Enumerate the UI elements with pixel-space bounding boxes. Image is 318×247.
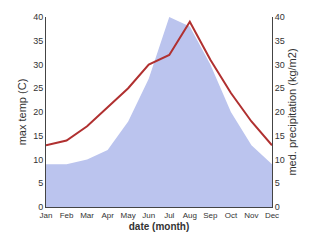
svg-text:5: 5 bbox=[38, 178, 43, 188]
svg-text:Aug: Aug bbox=[183, 211, 197, 220]
svg-text:Oct: Oct bbox=[225, 211, 238, 220]
svg-text:Jun: Jun bbox=[142, 211, 155, 220]
svg-text:Nov: Nov bbox=[244, 211, 258, 220]
svg-text:30: 30 bbox=[33, 60, 43, 70]
svg-text:5: 5 bbox=[275, 178, 280, 188]
svg-text:Sep: Sep bbox=[203, 211, 218, 220]
svg-text:0: 0 bbox=[38, 202, 43, 212]
svg-text:15: 15 bbox=[275, 131, 285, 141]
svg-text:Jul: Jul bbox=[164, 211, 174, 220]
svg-text:May: May bbox=[121, 211, 136, 220]
svg-text:max temp (C): max temp (C) bbox=[16, 79, 28, 146]
svg-text:35: 35 bbox=[275, 36, 285, 46]
svg-text:date (month): date (month) bbox=[129, 221, 190, 232]
svg-text:25: 25 bbox=[33, 83, 43, 93]
svg-text:35: 35 bbox=[33, 36, 43, 46]
svg-text:40: 40 bbox=[33, 12, 43, 22]
svg-text:15: 15 bbox=[33, 131, 43, 141]
svg-text:20: 20 bbox=[33, 107, 43, 117]
svg-text:40: 40 bbox=[275, 12, 285, 22]
svg-text:10: 10 bbox=[33, 155, 43, 165]
svg-text:20: 20 bbox=[275, 107, 285, 117]
svg-text:Dec: Dec bbox=[265, 211, 279, 220]
svg-text:30: 30 bbox=[275, 60, 285, 70]
svg-text:Jan: Jan bbox=[40, 211, 53, 220]
svg-text:25: 25 bbox=[275, 83, 285, 93]
svg-text:med. precipitation (kg/m2): med. precipitation (kg/m2) bbox=[286, 48, 298, 175]
svg-text:Feb: Feb bbox=[60, 211, 74, 220]
svg-text:0: 0 bbox=[275, 202, 280, 212]
svg-text:Mar: Mar bbox=[80, 211, 94, 220]
svg-text:Apr: Apr bbox=[101, 211, 114, 220]
svg-text:10: 10 bbox=[275, 155, 285, 165]
